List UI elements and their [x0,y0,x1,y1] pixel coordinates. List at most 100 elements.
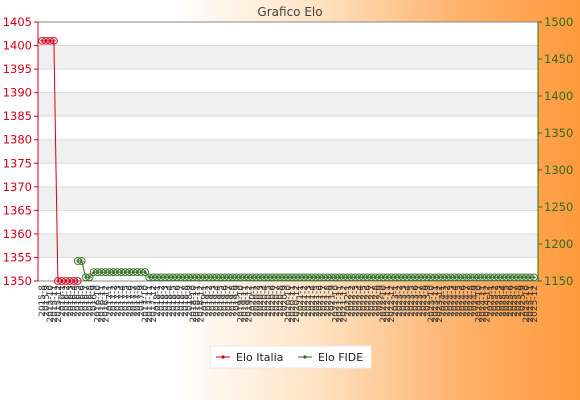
x-axis-tick-label: 2017-3 [113,285,123,317]
right-axis-tick-label: 1450 [544,52,573,66]
x-axis-tick-label: 2025-2 [490,285,500,317]
right-axis-tick-label: 1300 [544,163,573,177]
x-axis-tick-label: 2019-6 [221,285,231,317]
x-axis-tick-label: 2018-7 [177,285,187,317]
x-axis-tick-label: 2023-10 [427,285,437,323]
x-axis-tick-label: 2024-11 [478,285,488,323]
x-axis-tick-label: 2016-7 [82,285,92,317]
x-axis-tick-label: 2021-2 [300,285,310,317]
legend-label-elo-fide: Elo FIDE [318,351,363,364]
x-axis-tick-label: 2018-3 [161,285,171,317]
x-axis-tick-label: 2018-8 [181,285,191,317]
x-axis-tick-label: 2025-10 [522,285,532,323]
x-axis-tick-label: 2021-12 [340,285,350,323]
x-axis-tick-label: 2021-11 [336,285,346,323]
x-axis-tick-label: 2018-9 [185,285,195,317]
x-axis-tick-label: 2017-9 [137,285,147,317]
x-axis-tick-label: 2025-7 [510,285,520,317]
left-axis-tick-label: 1385 [3,109,32,123]
x-axis-tick-label: 2019-12 [244,285,254,323]
legend-label-elo-italia: Elo Italia [236,351,283,364]
right-axis-tick-label: 1250 [544,200,573,214]
x-axis-tick-label: 2021-7 [320,285,330,317]
left-axis-tick-label: 1405 [3,15,32,29]
x-axis-tick-label: 2020-7 [272,285,282,317]
grid-band [38,139,538,164]
x-axis-tick-label: 2024-1 [439,285,449,317]
left-axis-tick-label: 1390 [3,86,32,100]
x-axis-tick-label: 2022-4 [355,285,365,317]
x-axis-tick-label: 2018-1 [153,285,163,317]
x-axis-tick-label: 2016-8 [86,285,96,317]
x-axis-tick-label: 2023-4 [403,285,413,317]
x-axis-tick-label: 2020-11 [288,285,298,323]
x-axis-tick-label: 2021-3 [304,285,314,317]
right-axis-tick-label: 1400 [544,89,573,103]
grid-band [38,186,538,211]
elo-fide-point [77,257,86,265]
x-axis-tick-label: 2020-6 [268,285,278,317]
x-axis-tick-label: 2024-9 [470,285,480,317]
x-axis-tick-label: 2021-10 [332,285,342,323]
x-axis-tick-label: 2017-6 [125,285,135,317]
left-axis-tick-label: 1355 [3,250,32,264]
series-layer [38,36,538,285]
left-axis-tick-label: 1365 [3,203,32,217]
x-axis-tick-label: 2019-9 [232,285,242,317]
x-axis-tick-label: 2017-2 [109,285,119,317]
x-axis-tick-label: 2024-4 [451,285,461,317]
x-axis-tick-label: 2018-11 [193,285,203,323]
left-axis: 1350 1355 1360 1365 1370 1375 1380 1385 1390 1395… [3,15,39,288]
left-axis-tick-label: 1370 [3,180,32,194]
x-axis-tick-label: 2020-5 [264,285,274,317]
x-axis-tick-label: 2025-9 [518,285,528,317]
x-axis-tick-label: 2022-3 [351,285,361,317]
x-axis-tick-label: 2025-8 [514,285,524,317]
x-axis-tick-label: 2017-4 [117,285,127,317]
x-axis-tick-label: 2017-10 [141,285,151,323]
x-axis-tick-label: 2017-7 [129,285,139,317]
left-axis-tick-label: 1350 [3,274,32,288]
x-axis-tick-label: 2017-11 [145,285,155,323]
x-axis-tick-label: 2020-12 [292,285,302,323]
x-axis-tick-label: 2018-12 [197,285,207,323]
x-axis-tick-label: 2019-1 [201,285,211,317]
x-axis-tick-label: 2016-3 [66,285,76,317]
left-axis-tick-label: 1375 [3,156,32,170]
x-axis-tick-label: 2022-6 [363,285,373,317]
x-axis-tick-label: 2023-3 [399,285,409,317]
x-axis-tick-label: 2024-10 [474,285,484,323]
x-axis-tick-label: 2024-12 [482,285,492,323]
x-axis-tick-label: 2023-8 [419,285,429,317]
x-axis-tick-label: 2023-2 [395,285,405,317]
right-axis-tick-label: 1150 [544,274,573,288]
x-axis-tick-label: 2021-8 [324,285,334,317]
x-axis-tick-label: 2017-12 [149,285,159,323]
x-axis-tick-label: 2016-2 [62,285,72,317]
left-axis-tick-label: 1380 [3,133,32,147]
x-axis-tick-label: 2019-2 [205,285,215,317]
x-axis-tick-label: 2022-7 [367,285,377,317]
x-axis-tick-label: 2019-5 [217,285,227,317]
x-axis-tick-label: 2016-6 [78,285,88,317]
x-axis-tick-label: 2020-8 [276,285,286,317]
right-axis-tick-label: 1500 [544,15,573,29]
x-axis-tick-label: 2024-6 [459,285,469,317]
x-axis-tick-label: 2020-1 [248,285,258,317]
x-axis-tick-label: 2019-11 [240,285,250,323]
left-axis-tick-label: 1400 [3,39,32,53]
x-axis-tick-label: 2023-12 [435,285,445,323]
x-axis-tick-label: 2022-11 [383,285,393,323]
x-axis-tick-label: 2023-5 [407,285,417,317]
x-axis-tick-label: 2017-8 [133,285,143,317]
x-axis-tick-label: 2023-9 [423,285,433,317]
x-axis-tick-label: 2025-3 [494,285,504,317]
x-axis-tick-label: 2016-12 [101,285,111,323]
x-axis-tick-label: 2021-1 [296,285,306,317]
legend: Elo Italia Elo FIDE [209,345,372,369]
x-axis-tick-label: 2023-11 [431,285,441,323]
x-axis-tick-label: 2023-7 [415,285,425,317]
x-axis-tick-label: 2019-10 [236,285,246,323]
right-axis-tick-label: 1200 [544,237,573,251]
x-axis-tick-label: 2023-6 [411,285,421,317]
